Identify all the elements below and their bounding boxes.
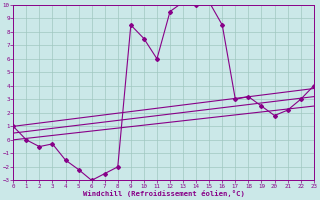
X-axis label: Windchill (Refroidissement éolien,°C): Windchill (Refroidissement éolien,°C) [83,190,244,197]
